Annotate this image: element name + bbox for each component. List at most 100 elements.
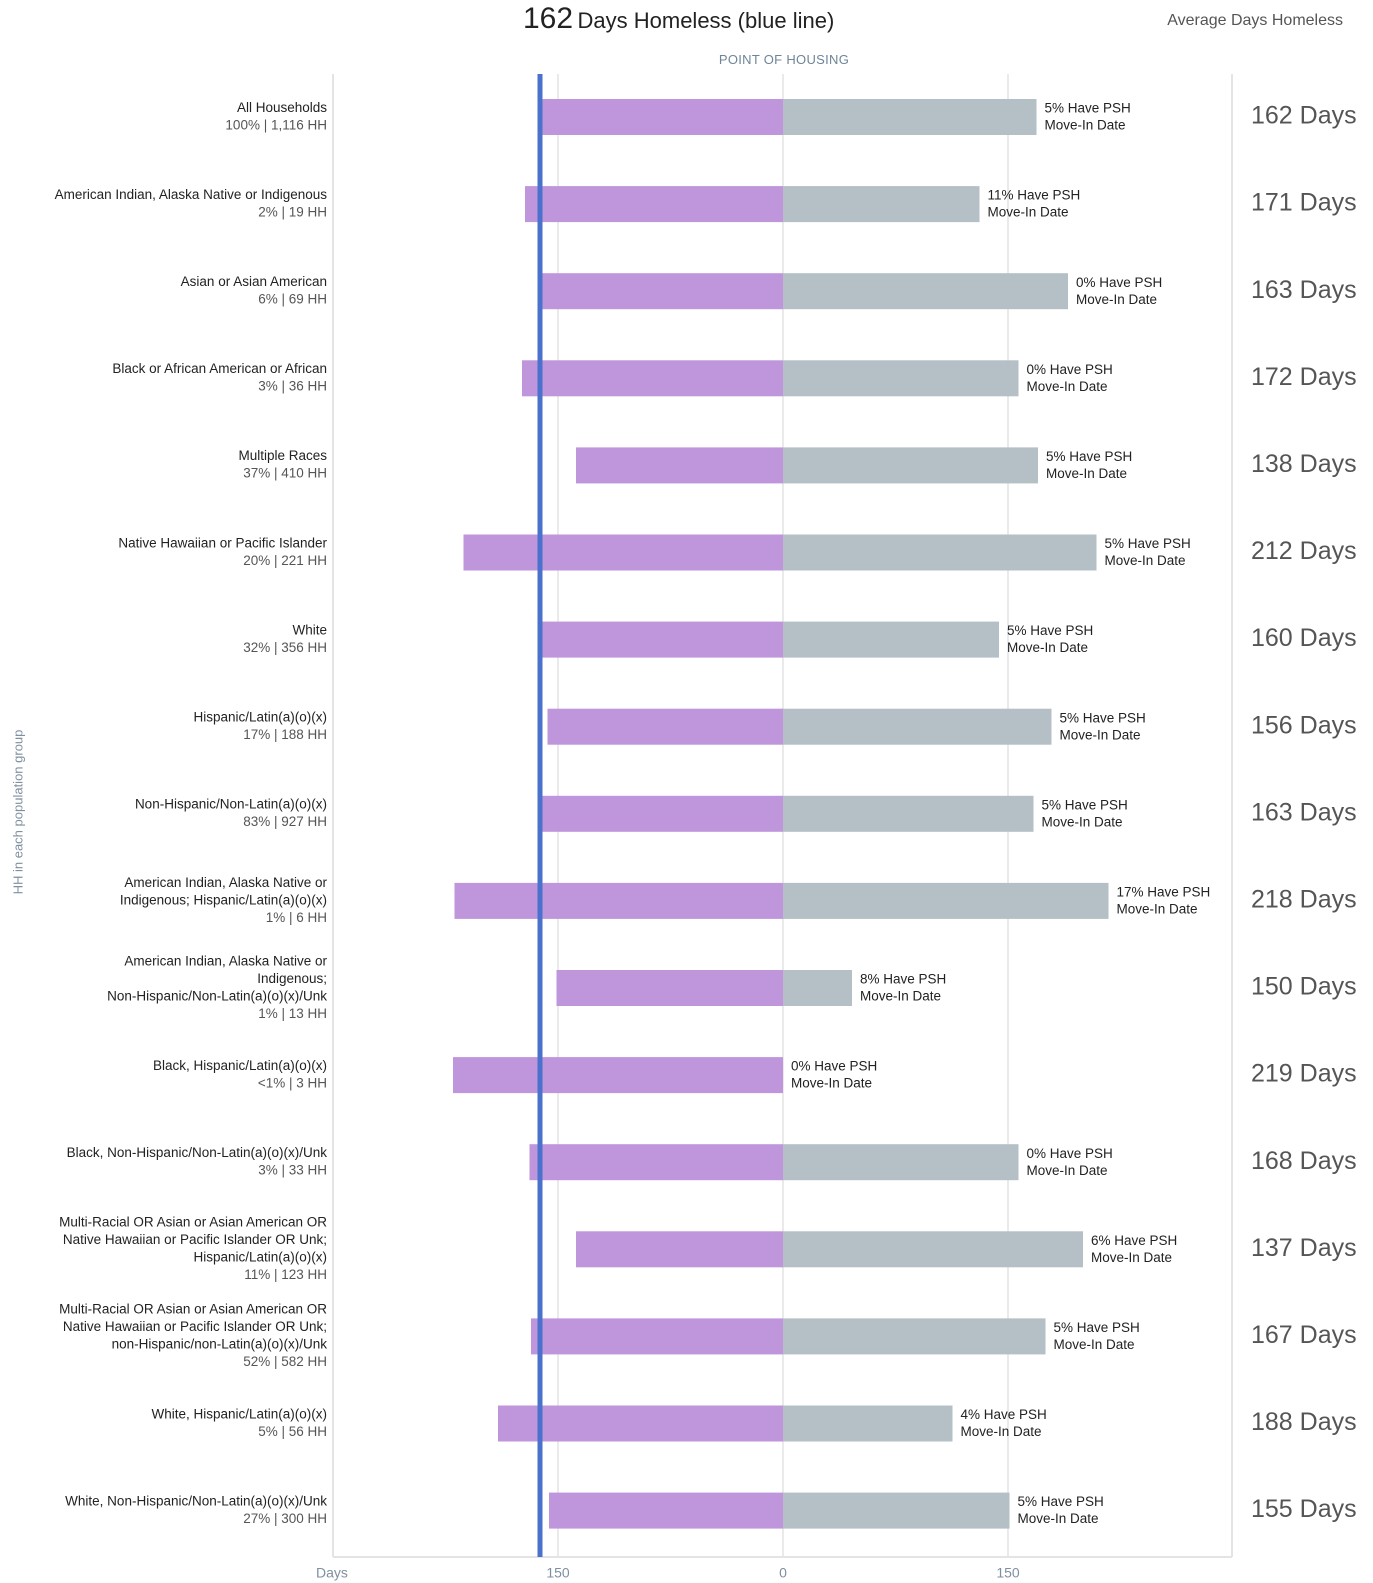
- psh-percent-label: 5% Have PSH: [1018, 1494, 1104, 1509]
- category-label: Native Hawaiian or Pacific Islander OR U…: [63, 1319, 327, 1334]
- average-days-value: 160 Days: [1251, 624, 1357, 652]
- category-label: White, Hispanic/Latin(a)(o)(x): [151, 1406, 327, 1421]
- bar-after-housing: [783, 360, 1019, 396]
- psh-percent-label: 11% Have PSH: [988, 188, 1081, 203]
- average-days-value: 137 Days: [1251, 1234, 1357, 1262]
- bar-after-housing: [783, 970, 852, 1006]
- average-days-value: 156 Days: [1251, 711, 1357, 739]
- category-label: White: [292, 622, 327, 637]
- category-label: Black, Hispanic/Latin(a)(o)(x): [153, 1058, 327, 1073]
- category-label: Hispanic/Latin(a)(o)(x): [193, 710, 327, 725]
- psh-move-in-label: Move-In Date: [1007, 640, 1088, 655]
- category-label: American Indian, Alaska Native or: [124, 953, 327, 968]
- category-label: American Indian, Alaska Native or Indige…: [55, 187, 328, 202]
- bar-after-housing: [783, 1406, 953, 1442]
- category-share: 27% | 300 HH: [243, 1511, 327, 1526]
- bar-before-housing: [531, 1318, 783, 1354]
- category-share: 6% | 69 HH: [258, 292, 327, 307]
- psh-percent-label: 5% Have PSH: [1105, 536, 1191, 551]
- average-days-value: 163 Days: [1251, 276, 1357, 304]
- bar-after-housing: [783, 1231, 1083, 1267]
- category-label: American Indian, Alaska Native or: [124, 875, 327, 890]
- average-days-value: 172 Days: [1251, 363, 1357, 391]
- category-share: 3% | 36 HH: [258, 379, 327, 394]
- psh-percent-label: 5% Have PSH: [1046, 449, 1132, 464]
- average-days-value: 155 Days: [1251, 1495, 1357, 1523]
- bar-before-housing: [549, 1493, 783, 1529]
- bar-after-housing: [783, 796, 1034, 832]
- bar-before-housing: [576, 447, 783, 483]
- bar-before-housing: [540, 796, 783, 832]
- psh-percent-label: 5% Have PSH: [1045, 101, 1131, 116]
- category-label: Multiple Races: [238, 448, 327, 463]
- x-tick-label: 150: [546, 1565, 570, 1581]
- category-share: 11% | 123 HH: [244, 1267, 327, 1282]
- bar-before-housing: [455, 883, 784, 919]
- category-share: 83% | 927 HH: [243, 814, 327, 829]
- psh-move-in-label: Move-In Date: [1046, 466, 1127, 481]
- bar-after-housing: [783, 709, 1052, 745]
- psh-percent-label: 4% Have PSH: [961, 1407, 1047, 1422]
- bar-after-housing: [783, 1144, 1019, 1180]
- psh-percent-label: 17% Have PSH: [1117, 884, 1211, 899]
- psh-percent-label: 5% Have PSH: [1060, 710, 1146, 725]
- psh-move-in-label: Move-In Date: [1105, 553, 1186, 568]
- bar-after-housing: [783, 883, 1109, 919]
- psh-move-in-label: Move-In Date: [1054, 1337, 1135, 1352]
- category-share: 32% | 356 HH: [243, 640, 327, 655]
- bar-after-housing: [783, 622, 999, 658]
- bar-before-housing: [453, 1057, 783, 1093]
- category-label: Asian or Asian American: [181, 274, 327, 289]
- psh-move-in-label: Move-In Date: [1091, 1250, 1172, 1265]
- category-label: Native Hawaiian or Pacific Islander OR U…: [63, 1232, 327, 1247]
- bar-before-housing: [557, 970, 784, 1006]
- average-days-value: 162 Days: [1251, 102, 1357, 130]
- psh-move-in-label: Move-In Date: [1117, 901, 1198, 916]
- category-share: 5% | 56 HH: [258, 1424, 327, 1439]
- category-label: Black or African American or African: [112, 361, 327, 376]
- category-label: Black, Non-Hispanic/Non-Latin(a)(o)(x)/U…: [67, 1145, 328, 1160]
- category-share: <1% | 3 HH: [258, 1075, 327, 1090]
- category-share: 2% | 19 HH: [258, 204, 327, 219]
- category-label: White, Non-Hispanic/Non-Latin(a)(o)(x)/U…: [65, 1493, 327, 1508]
- psh-move-in-label: Move-In Date: [1060, 727, 1141, 742]
- category-label: Non-Hispanic/Non-Latin(a)(o)(x): [135, 797, 327, 812]
- bar-after-housing: [783, 1318, 1046, 1354]
- average-days-value: 212 Days: [1251, 537, 1357, 565]
- bar-before-housing: [540, 99, 783, 135]
- psh-move-in-label: Move-In Date: [1027, 1163, 1108, 1178]
- psh-percent-label: 0% Have PSH: [1027, 362, 1113, 377]
- category-label: Indigenous; Hispanic/Latin(a)(o)(x): [120, 892, 327, 907]
- psh-percent-label: 0% Have PSH: [791, 1059, 877, 1074]
- category-label: Non-Hispanic/Non-Latin(a)(o)(x)/Unk: [107, 988, 327, 1003]
- bar-after-housing: [783, 99, 1037, 135]
- psh-percent-label: 6% Have PSH: [1091, 1233, 1177, 1248]
- average-days-value: 171 Days: [1251, 189, 1357, 217]
- bar-after-housing: [783, 186, 980, 222]
- bar-before-housing: [522, 360, 783, 396]
- category-label: Indigenous;: [257, 971, 327, 986]
- category-label: Multi-Racial OR Asian or Asian American …: [59, 1302, 327, 1317]
- category-share: 1% | 6 HH: [266, 910, 327, 925]
- psh-percent-label: 0% Have PSH: [1076, 275, 1162, 290]
- bar-before-housing: [525, 186, 783, 222]
- bar-before-housing: [548, 709, 784, 745]
- category-share: 37% | 410 HH: [243, 466, 327, 481]
- psh-move-in-label: Move-In Date: [988, 205, 1069, 220]
- average-days-value: 150 Days: [1251, 973, 1357, 1001]
- category-label: Multi-Racial OR Asian or Asian American …: [59, 1215, 327, 1230]
- x-axis-label: Days: [316, 1565, 348, 1581]
- bar-after-housing: [783, 273, 1068, 309]
- category-share: 3% | 33 HH: [258, 1163, 327, 1178]
- bar-after-housing: [783, 1493, 1010, 1529]
- x-tick-label: 0: [779, 1565, 787, 1581]
- psh-percent-label: 5% Have PSH: [1042, 797, 1128, 812]
- average-days-value: 218 Days: [1251, 886, 1357, 914]
- psh-move-in-label: Move-In Date: [1018, 1511, 1099, 1526]
- category-share: 1% | 13 HH: [258, 1006, 327, 1021]
- category-label: Native Hawaiian or Pacific Islander: [118, 535, 327, 550]
- psh-move-in-label: Move-In Date: [1027, 379, 1108, 394]
- category-share: 52% | 582 HH: [243, 1354, 327, 1369]
